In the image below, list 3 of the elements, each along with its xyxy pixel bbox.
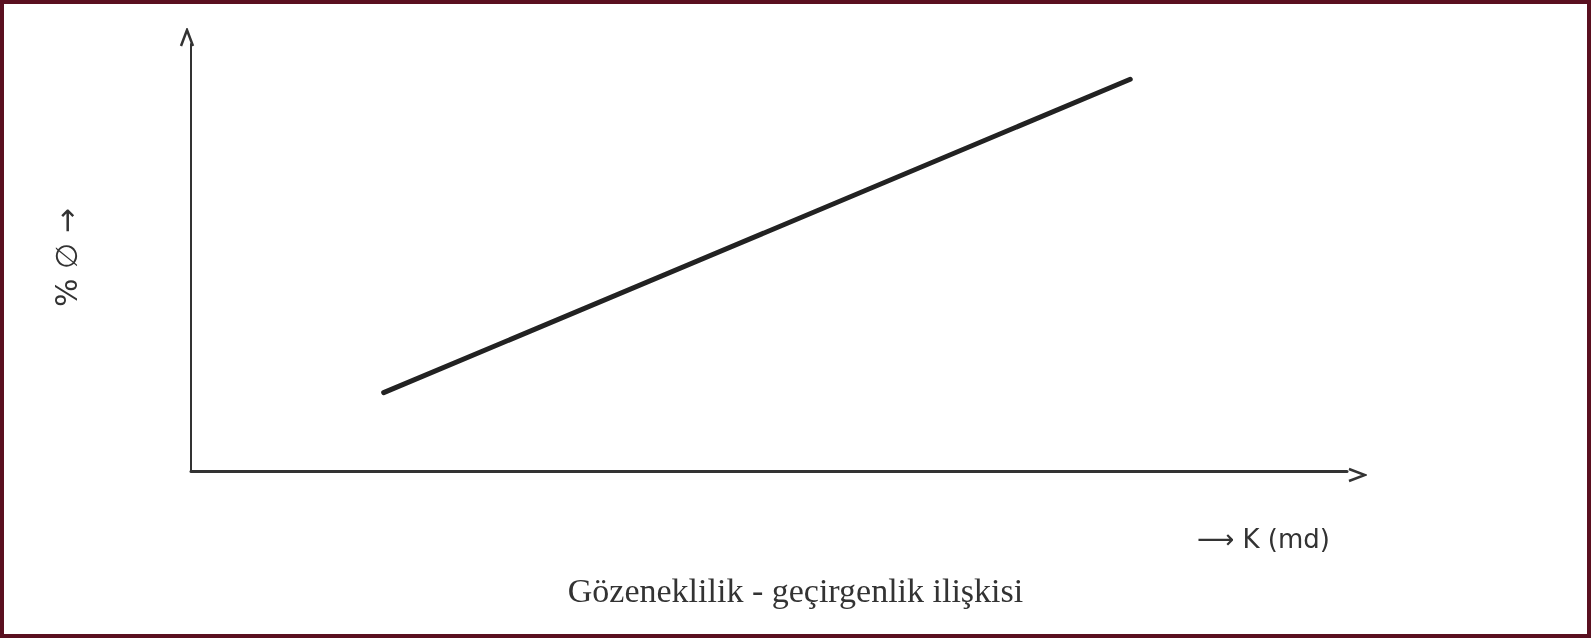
x-axis-title: ⟶ K (md) [1197,524,1330,554]
text: Gözeneklilik - geçirgenlik ilişkisi [567,571,1024,609]
y-axis-title: % ∅ → [48,208,84,307]
